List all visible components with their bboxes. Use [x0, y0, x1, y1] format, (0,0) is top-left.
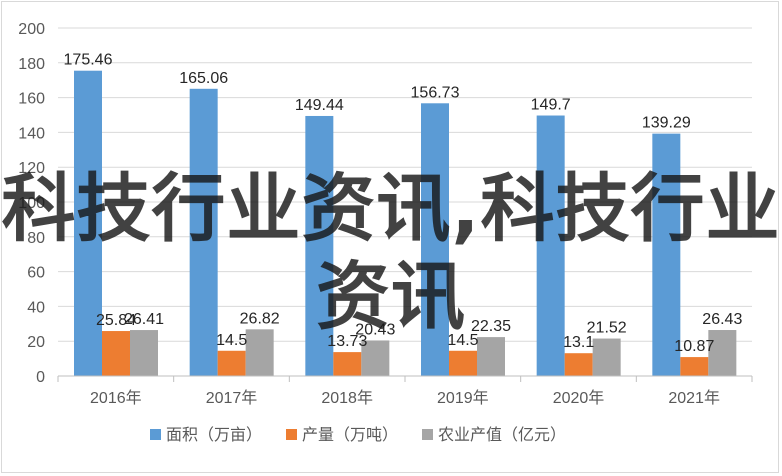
data-label: 26.43 [702, 311, 742, 328]
data-label: 10.87 [674, 338, 714, 355]
bar-series [74, 70, 737, 377]
data-label: 20.43 [355, 321, 395, 338]
bar [305, 115, 334, 377]
y-tick-label: 160 [18, 91, 45, 108]
data-label: 156.73 [411, 84, 460, 101]
legend-swatch [150, 429, 161, 440]
bar [592, 338, 621, 376]
y-tick-label: 100 [18, 195, 45, 212]
y-tick-label: 80 [27, 230, 45, 247]
bar [708, 330, 737, 376]
y-tick-label: 0 [36, 369, 45, 386]
data-label: 149.7 [531, 97, 571, 114]
y-tick-label: 180 [18, 56, 45, 73]
y-tick-label: 120 [18, 160, 45, 177]
x-tick-label: 2020年 [553, 389, 605, 407]
data-label: 165.06 [179, 70, 228, 87]
legend-label: 农业产值（亿元） [438, 426, 566, 444]
x-tick-label: 2021年 [668, 389, 720, 407]
bar [245, 329, 274, 376]
bar [74, 70, 102, 377]
bar [102, 331, 130, 376]
x-tick-label: 2016年 [90, 389, 142, 407]
x-tick-label: 2019年 [437, 389, 489, 407]
y-tick-label: 140 [18, 125, 45, 142]
data-label: 14.5 [447, 332, 478, 349]
data-label: 26.41 [124, 311, 164, 328]
bar [477, 337, 505, 376]
bar [130, 330, 158, 376]
legend-swatch [422, 429, 433, 440]
data-label: 14.5 [216, 332, 247, 349]
legend-label: 产量（万吨） [302, 426, 398, 444]
data-label: 21.52 [587, 320, 627, 337]
bar [217, 350, 246, 376]
data-label: 139.29 [642, 115, 691, 132]
bar [449, 350, 477, 376]
bar [361, 340, 390, 376]
data-label: 149.44 [295, 97, 344, 114]
x-tick-label: 2017年 [206, 389, 258, 407]
bar [564, 353, 593, 376]
y-tick-label: 200 [18, 21, 45, 38]
gridlines [58, 27, 752, 342]
y-tick-label: 60 [27, 265, 45, 282]
data-label: 13.1 [563, 334, 594, 351]
data-label: 26.82 [240, 310, 280, 327]
bar [189, 88, 218, 377]
bar [333, 352, 362, 376]
data-label: 25.84 [96, 312, 136, 329]
y-tick-label: 20 [27, 334, 45, 351]
bar [536, 115, 565, 376]
legend-label: 面积（万亩） [166, 426, 262, 444]
data-label: 13.73 [327, 333, 367, 350]
y-tick-label: 40 [27, 299, 45, 316]
data-label: 22.35 [471, 318, 511, 335]
bar [421, 103, 449, 377]
bar [680, 357, 709, 376]
legend: 面积（万亩） 产量（万吨） 农业产值（亿元） [150, 426, 566, 444]
legend-swatch [286, 429, 297, 440]
x-tick-label: 2018年 [321, 389, 373, 407]
x-axis: 2016年 2017年 2018年 2019年 2020年 2021年 [57, 375, 753, 407]
bar [652, 133, 681, 376]
y-axis: 0 20 40 60 80 100 120 140 160 180 200 [18, 21, 45, 386]
data-label: 175.46 [64, 52, 113, 69]
